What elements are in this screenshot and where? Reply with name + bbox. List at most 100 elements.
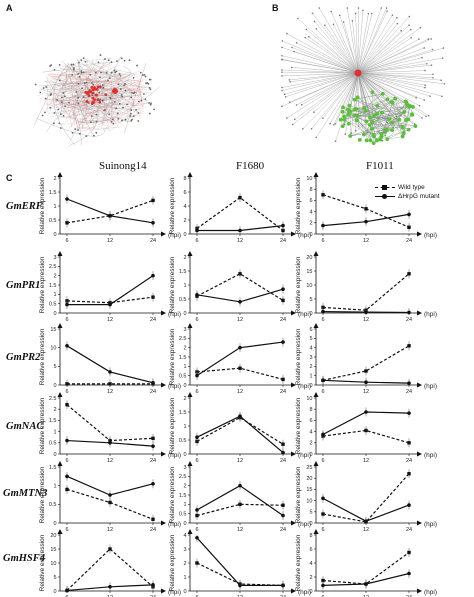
y-tick-label: 4 xyxy=(309,345,312,351)
y-tick-label: 0 xyxy=(309,452,312,458)
data-point xyxy=(407,381,411,385)
data-point xyxy=(151,380,155,385)
data-point xyxy=(281,340,285,344)
y-tick-label: 8 xyxy=(309,187,312,193)
data-point xyxy=(321,309,325,314)
series-mutant xyxy=(321,375,411,385)
x-tick-label: 12 xyxy=(363,458,369,464)
series-mutant-line xyxy=(196,537,283,587)
x-tick-label: 6 xyxy=(321,527,324,533)
data-point xyxy=(238,195,242,200)
y-axis-arrow xyxy=(187,461,193,466)
y-tick-label: 15 xyxy=(50,547,56,553)
data-point xyxy=(407,441,411,445)
y-tick-label: 1.5 xyxy=(49,418,57,424)
x-unit-label: (hpi) xyxy=(424,383,437,390)
y-tick-label: 15 xyxy=(306,487,312,493)
y-tick-label: 1 xyxy=(53,292,56,298)
series-mutant xyxy=(195,535,285,590)
data-point xyxy=(321,378,325,383)
network-b-hub xyxy=(354,69,362,77)
data-point xyxy=(321,496,325,501)
data-point xyxy=(364,582,368,586)
y-axis-label: Relative expression xyxy=(295,466,302,523)
y-tick-label: 0 xyxy=(309,521,312,527)
data-point xyxy=(151,436,155,441)
x-axis-arrow xyxy=(291,451,296,457)
x-tick-label: 6 xyxy=(65,527,68,533)
x-tick-label: 24 xyxy=(150,317,156,323)
data-point xyxy=(151,444,155,448)
data-point xyxy=(151,517,155,521)
series-mutant xyxy=(195,221,285,234)
x-tick-label: 6 xyxy=(321,458,324,464)
series-wild-type-line xyxy=(66,488,154,520)
y-axis-label: Relative expression xyxy=(39,534,46,591)
x-unit-label: (hpi) xyxy=(298,232,311,239)
y-tick-label: 3 xyxy=(183,327,186,333)
y-tick-label: 10 xyxy=(306,396,312,402)
x-unit-label: (hpi) xyxy=(424,589,437,596)
x-axis-arrow xyxy=(291,231,296,237)
x-unit-label: (hpi) xyxy=(298,521,311,528)
series-mutant xyxy=(195,481,285,521)
series-mutant-line xyxy=(66,345,154,384)
data-point xyxy=(65,438,69,443)
x-unit-label: (hpi) xyxy=(424,452,437,459)
y-axis-label: Relative expression xyxy=(39,328,46,385)
x-axis-arrow xyxy=(417,231,422,237)
y-tick-label: 6 xyxy=(309,327,312,333)
y-tick-label: 2 xyxy=(183,396,186,402)
data-point xyxy=(108,382,112,386)
x-tick-label: 6 xyxy=(65,317,68,323)
x-tick-label: 24 xyxy=(150,238,156,244)
data-point xyxy=(195,435,199,440)
series-mutant xyxy=(65,194,155,228)
data-point xyxy=(238,483,242,488)
y-axis-label: Relative expression xyxy=(39,466,46,523)
x-tick-label: 24 xyxy=(150,527,156,533)
data-point xyxy=(238,502,242,507)
y-tick-label: 1 xyxy=(183,283,186,289)
x-axis-arrow xyxy=(161,588,166,594)
x-tick-label: 6 xyxy=(321,595,324,597)
y-tick-label: 8 xyxy=(309,407,312,413)
series-wild-type xyxy=(321,190,411,232)
gene-label-gmerf: GmERF xyxy=(6,201,43,212)
series-mutant xyxy=(65,341,155,385)
legend-swatch-dashed-square xyxy=(375,185,395,191)
x-tick-label: 24 xyxy=(280,458,286,464)
y-axis-label: Relative expression xyxy=(39,177,46,234)
x-tick-label: 24 xyxy=(406,595,412,597)
data-point xyxy=(281,223,285,228)
y-axis-arrow xyxy=(313,392,319,397)
data-point xyxy=(108,441,112,445)
y-axis-label: Relative expression xyxy=(295,397,302,454)
data-point xyxy=(321,512,325,516)
series-mutant xyxy=(321,407,411,439)
y-axis-label: Relative expression xyxy=(169,466,176,523)
series-mutant xyxy=(65,580,155,593)
x-unit-label: (hpi) xyxy=(424,521,437,528)
y-tick-label: 6 xyxy=(309,547,312,553)
gene-label-gmmtn3: GmMTN3 xyxy=(3,488,48,499)
x-tick-label: 6 xyxy=(321,317,324,323)
data-point xyxy=(151,198,155,203)
y-tick-label: 0 xyxy=(309,383,312,389)
y-tick-label: 1.5 xyxy=(179,269,187,275)
y-tick-label: 2 xyxy=(183,561,186,567)
x-tick-label: 24 xyxy=(280,238,286,244)
y-tick-label: 1 xyxy=(53,429,56,435)
x-tick-label: 24 xyxy=(280,317,286,323)
y-tick-label: 0 xyxy=(53,311,56,317)
x-unit-label: (hpi) xyxy=(298,589,311,596)
data-point xyxy=(151,482,155,486)
x-unit-label: (hpi) xyxy=(168,383,181,390)
data-point xyxy=(364,207,368,211)
x-axis-arrow xyxy=(417,451,422,457)
y-tick-label: 1.5 xyxy=(179,493,187,499)
series-mutant xyxy=(321,307,411,315)
data-point xyxy=(65,221,69,225)
y-tick-label: 0.5 xyxy=(49,218,57,224)
